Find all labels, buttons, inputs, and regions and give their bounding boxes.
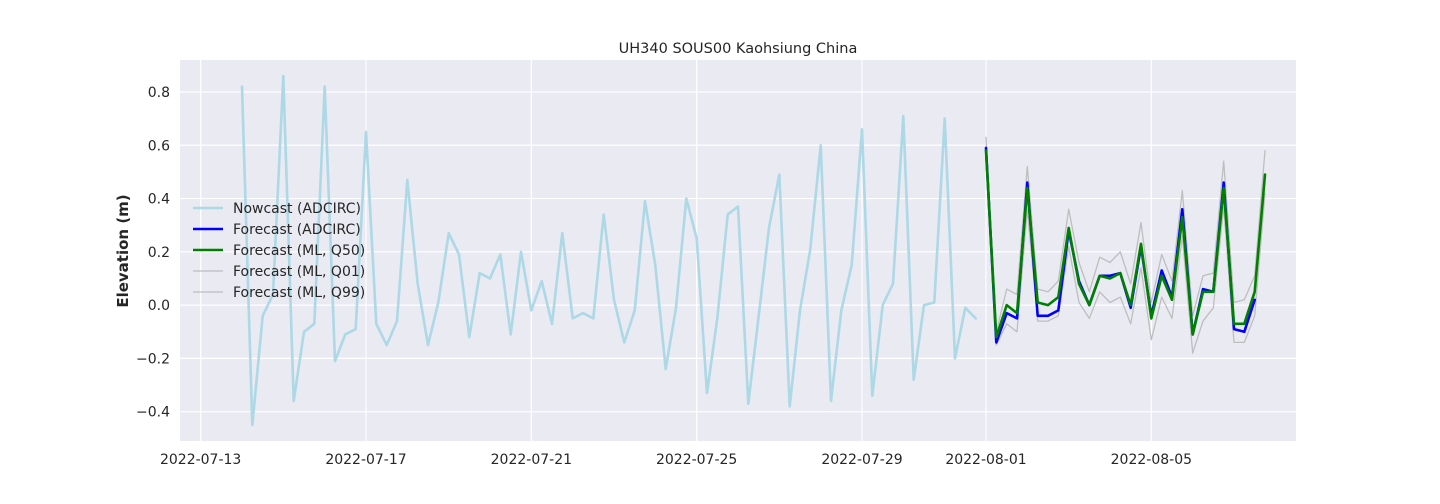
x-tick-label: 2022-07-17 — [325, 452, 406, 468]
x-tick-label: 2022-07-21 — [491, 452, 572, 468]
series-line-3 — [984, 149, 1267, 339]
y-tick-label: 0.6 — [148, 138, 170, 154]
series-line-1 — [240, 74, 977, 427]
legend-label: Forecast (ML, Q99) — [233, 285, 365, 301]
y-tick-label: 0.0 — [148, 298, 170, 314]
legend-label: Forecast (ML, Q50) — [233, 243, 365, 259]
x-tick-label: 2022-07-29 — [821, 452, 902, 468]
y-tick-label: 0.2 — [148, 245, 170, 261]
x-tick-label: 2022-07-13 — [160, 452, 241, 468]
y-tick-label: 0.8 — [148, 85, 170, 101]
y-tick-labels: −0.4 −0.2 0.0 0.2 0.4 0.6 0.8 — [136, 85, 170, 421]
x-tick-label: 2022-08-05 — [1111, 452, 1192, 468]
y-tick-label: 0.4 — [148, 192, 170, 208]
x-tick-label: 2022-08-01 — [945, 452, 1026, 468]
chart-title: UH340 SOUS00 Kaohsiung China — [619, 41, 858, 57]
y-tick-label: −0.2 — [136, 351, 170, 367]
x-tick-label: 2022-07-25 — [656, 452, 737, 468]
series-lines — [240, 74, 1267, 427]
legend-label: Nowcast (ADCIRC) — [233, 201, 361, 217]
legend-label: Forecast (ADCIRC) — [233, 222, 361, 238]
legend: Nowcast (ADCIRC) Forecast (ADCIRC) Forecas… — [193, 201, 365, 301]
legend-label: Forecast (ML, Q01) — [233, 264, 365, 280]
grid — [180, 60, 1296, 441]
x-tick-labels: 2022-07-13 2022-07-17 2022-07-21 2022-07-25… — [160, 452, 1192, 468]
y-tick-label: −0.4 — [136, 405, 170, 421]
series-line-5 — [985, 136, 1266, 333]
y-axis-label: Elevation (m) — [114, 194, 132, 307]
